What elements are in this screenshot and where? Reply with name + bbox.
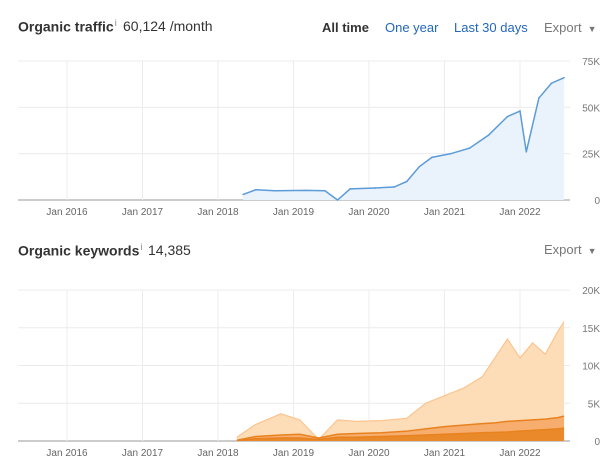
traffic-point [254, 189, 257, 191]
traffic-point [418, 165, 421, 168]
traffic-point [405, 180, 408, 183]
y-tick-label: 0 [594, 437, 600, 448]
x-tick-label: Jan 2018 [197, 207, 239, 218]
y-tick-label: 20K [582, 286, 600, 297]
x-tick-label: Jan 2020 [348, 448, 390, 459]
info-icon[interactable]: i [140, 242, 143, 252]
traffic-point [349, 188, 351, 190]
traffic-point [563, 76, 565, 79]
y-tick-label: 15K [582, 324, 600, 335]
traffic-point [336, 199, 339, 201]
organic-keywords-value: 14,385 [148, 242, 191, 258]
organic-keywords-title: Organic keywordsi [18, 242, 142, 259]
export-label: Export [544, 20, 582, 35]
x-tick-label: Jan 2019 [273, 207, 315, 218]
x-tick-label: Jan 2022 [499, 448, 541, 459]
y-tick-label: 75K [582, 57, 600, 68]
tab-one-year[interactable]: One year [385, 20, 439, 35]
keywords-area-series-1 [236, 321, 565, 441]
traffic-point [538, 97, 540, 99]
x-tick-label: Jan 2021 [424, 207, 466, 218]
traffic-point [393, 186, 395, 188]
organic-traffic-value: 60,124 /month [123, 18, 213, 34]
organic-traffic-label: Organic traffic [18, 18, 114, 35]
traffic-point [487, 134, 490, 136]
organic-keywords-label: Organic keywords [18, 242, 140, 259]
traffic-point [506, 115, 509, 118]
traffic-point [305, 189, 307, 192]
traffic-point [374, 187, 377, 189]
x-tick-label: Jan 2021 [424, 448, 466, 459]
x-tick-label: Jan 2022 [499, 207, 541, 218]
traffic-point [525, 151, 528, 153]
x-tick-label: Jan 2016 [46, 448, 88, 459]
x-tick-label: Jan 2020 [348, 207, 390, 218]
y-tick-label: 0 [594, 196, 600, 207]
info-icon[interactable]: i [114, 18, 117, 28]
traffic-point [468, 147, 471, 149]
keywords-export-button[interactable]: Export ▼ [544, 242, 597, 257]
keywords-line-series-1 [236, 321, 565, 441]
export-label: Export [544, 242, 582, 257]
y-tick-label: 25K [582, 150, 600, 161]
traffic-point [242, 193, 244, 196]
x-tick-label: Jan 2017 [122, 207, 164, 218]
x-tick-label: Jan 2017 [122, 448, 164, 459]
tab-all-time[interactable]: All time [322, 20, 369, 35]
traffic-area [243, 77, 565, 200]
chevron-down-icon: ▼ [587, 246, 597, 256]
traffic-point [273, 189, 276, 192]
traffic-point [431, 156, 433, 159]
x-tick-label: Jan 2018 [197, 448, 239, 459]
organic-traffic-title: Organic traffici [18, 18, 117, 35]
x-tick-label: Jan 2016 [46, 207, 88, 218]
tab-last-30-days[interactable]: Last 30 days [454, 20, 528, 35]
traffic-point [519, 110, 521, 112]
x-tick-label: Jan 2019 [273, 448, 315, 459]
organic-traffic-chart: 75K 50K 25K 0 Jan 2016 Jan 2017 Jan 2018 Jan 20… [18, 57, 600, 218]
traffic-point [324, 189, 326, 192]
traffic-point [550, 82, 553, 85]
y-tick-label: 5K [588, 399, 601, 410]
keywords-area-series-3 [236, 428, 565, 441]
keywords-line-series-3 [236, 427, 565, 442]
traffic-point [449, 152, 452, 155]
y-tick-label: 50K [582, 103, 600, 114]
keywords-line-series-2 [236, 415, 565, 441]
chevron-down-icon: ▼ [587, 24, 597, 34]
traffic-export-button[interactable]: Export ▼ [544, 20, 597, 35]
y-tick-label: 10K [582, 362, 600, 373]
